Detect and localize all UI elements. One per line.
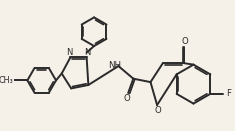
Text: N: N (66, 48, 73, 57)
Text: N: N (84, 48, 91, 57)
Text: NH: NH (108, 61, 121, 70)
Text: F: F (226, 89, 231, 98)
Text: O: O (155, 106, 162, 115)
Text: CH₃: CH₃ (0, 76, 13, 85)
Text: O: O (181, 37, 188, 46)
Text: O: O (124, 94, 130, 103)
